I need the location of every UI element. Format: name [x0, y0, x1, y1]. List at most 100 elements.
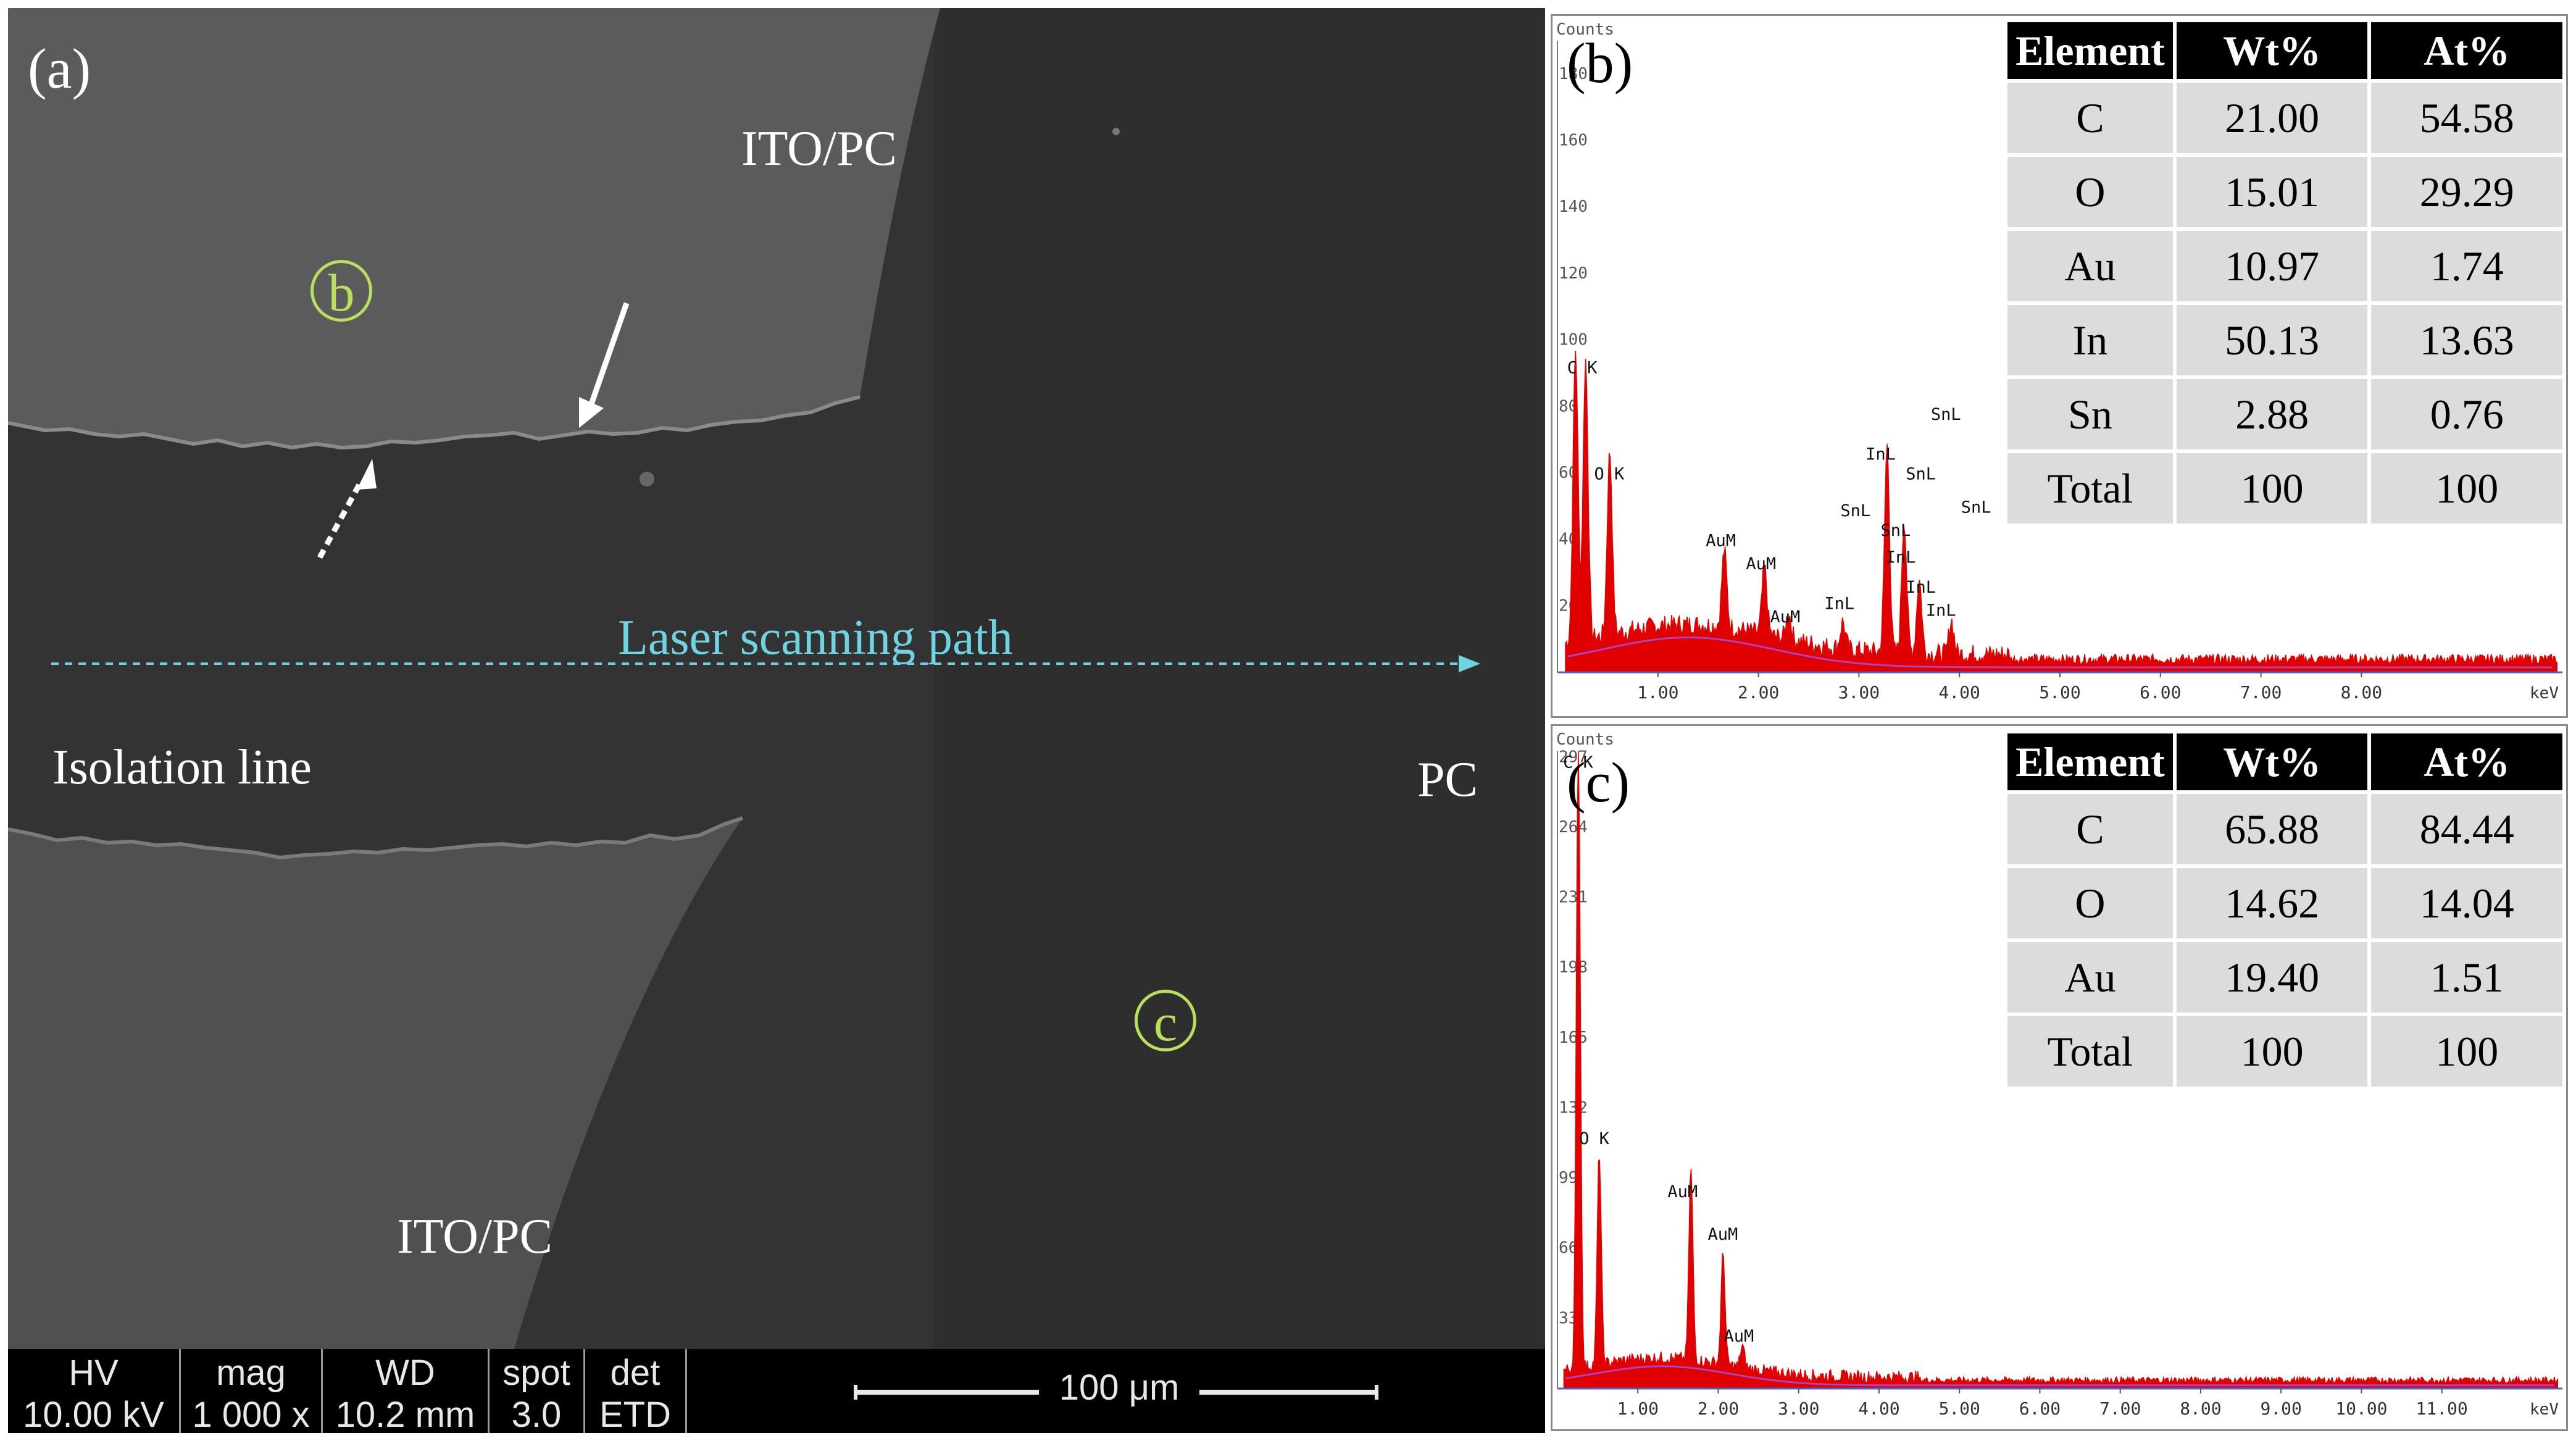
cell-element: C — [2007, 794, 2173, 864]
x-tick-label: 6.00 — [2140, 682, 2181, 703]
cell-element: Total — [2007, 1016, 2173, 1087]
y-tick-label: 198 — [1559, 958, 1588, 977]
cell-element: Au — [2007, 942, 2173, 1013]
x-tick-label: 1.00 — [1617, 1398, 1659, 1419]
peak-label: InL — [1906, 578, 1936, 597]
sem-info-bar: HV 10.00 kV mag 1 000 x WD 10.2 mm spot … — [8, 1349, 1545, 1433]
pc-right-region — [934, 8, 1545, 1349]
cell-wt: 14.62 — [2176, 868, 2368, 938]
peak-label: AuM — [1724, 1327, 1754, 1346]
scale-bar-left-tick — [854, 1385, 857, 1400]
det-label: det — [610, 1353, 661, 1393]
cell-at: 13.63 — [2371, 305, 2562, 375]
peak-label: O K — [1579, 1129, 1610, 1148]
spectrum-area — [1563, 750, 2559, 1389]
ito-top-region — [8, 8, 940, 448]
cell-at: 1.74 — [2371, 231, 2562, 301]
table-row: In 50.13 13.63 — [2007, 305, 2562, 375]
x-tick-label: 2.00 — [1738, 682, 1779, 703]
solid-arrow-head — [579, 397, 604, 428]
panel-b-label: (b) — [1567, 31, 1633, 94]
wd-label: WD — [375, 1353, 435, 1393]
scale-bar-right-tick — [1375, 1385, 1378, 1400]
cell-wt: 65.88 — [2176, 794, 2368, 864]
x-tick-label: 5.00 — [2039, 682, 2080, 703]
pc-label: PC — [1417, 753, 1478, 807]
x-tick-label: 5.00 — [1938, 1398, 1980, 1419]
eds-panel-b: 20 40 60 80 100 120 140 160 180 Counts 1.00 2.00 3.0… — [1551, 14, 2568, 718]
peak-label: AuM — [1746, 554, 1776, 574]
hv-value: 10.00 kV — [23, 1395, 164, 1435]
x-tick-label: 9.00 — [2260, 1398, 2301, 1419]
y-tick-label: 132 — [1559, 1098, 1588, 1117]
y-axis-title: Counts — [1556, 20, 1614, 39]
peak-label: SnL — [1931, 405, 1961, 424]
cell-element: Sn — [2007, 379, 2173, 449]
x-tick-label: 6.00 — [2019, 1398, 2061, 1419]
table-row: O 15.01 29.29 — [2007, 157, 2562, 227]
header-at: At% — [2371, 733, 2562, 790]
x-tick-label: 7.00 — [2099, 1398, 2141, 1419]
x-tick-label: 1.00 — [1637, 682, 1678, 703]
peak-label: SnL — [1881, 521, 1911, 540]
peak-label: O K — [1594, 465, 1625, 484]
table-row: Sn 2.88 0.76 — [2007, 379, 2562, 449]
header-wt: Wt% — [2176, 733, 2368, 790]
cell-wt: 50.13 — [2176, 305, 2368, 375]
hv-label: HV — [69, 1353, 119, 1393]
wd-column: WD 10.2 mm — [323, 1349, 490, 1433]
mag-value: 1 000 x — [192, 1395, 310, 1435]
header-element: Element — [2007, 733, 2173, 790]
table-row: Au 19.40 1.51 — [2007, 942, 2562, 1013]
scale-bar: 100 μm — [854, 1366, 1378, 1416]
cell-element: Au — [2007, 231, 2173, 301]
x-tick-label: 10.00 — [2335, 1398, 2387, 1419]
solid-arrow — [586, 302, 630, 411]
peak-label: InL — [1926, 601, 1956, 620]
ito-top-edge — [8, 395, 861, 450]
cell-wt: 21.00 — [2176, 83, 2368, 153]
cell-at: 0.76 — [2371, 379, 2562, 449]
y-tick-label: 140 — [1559, 198, 1588, 216]
table-row: Au 10.97 1.74 — [2007, 231, 2562, 301]
spectrum-area — [1565, 350, 2558, 673]
cell-element: O — [2007, 157, 2173, 227]
cell-wt: 15.01 — [2176, 157, 2368, 227]
peak-label: AuM — [1708, 1225, 1738, 1244]
peak-label: InL — [1824, 595, 1854, 614]
hv-column: HV 10.00 kV — [8, 1349, 181, 1433]
dotted-arrow-head — [357, 459, 377, 490]
y-tick-label: 120 — [1559, 264, 1588, 283]
peak-label: SnL — [1906, 465, 1936, 484]
cell-at: 100 — [2371, 1016, 2562, 1087]
cell-at: 14.04 — [2371, 868, 2562, 938]
spot-value: 3.0 — [511, 1395, 562, 1435]
cell-wt: 19.40 — [2176, 942, 2368, 1013]
det-value: ETD — [599, 1395, 671, 1435]
scale-bar-left-line — [854, 1390, 1039, 1395]
y-tick-label: 297 — [1559, 748, 1588, 766]
eds-c-table: Element Wt% At% C 65.88 84.44 O 14.62 14… — [2004, 730, 2566, 1090]
y-axis-title: Counts — [1556, 730, 1614, 749]
cell-at: 1.51 — [2371, 942, 2562, 1013]
peak-label: SnL — [1840, 501, 1870, 520]
laser-path-label: Laser scanning path — [618, 611, 1013, 665]
panel-a-label: (a) — [28, 37, 91, 100]
peak-label: InL — [1865, 445, 1896, 464]
table-row: Total 100 100 — [2007, 453, 2562, 524]
mag-label: mag — [216, 1353, 286, 1393]
laser-path-arrowhead — [1459, 655, 1480, 672]
x-tick-label: 8.00 — [2180, 1398, 2221, 1419]
mag-column: mag 1 000 x — [181, 1349, 323, 1433]
spot-column: spot 3.0 — [490, 1349, 585, 1433]
y-tick-label: 231 — [1559, 888, 1588, 907]
x-tick-label: 11.00 — [2416, 1398, 2467, 1419]
cell-element: C — [2007, 83, 2173, 153]
det-column: det ETD — [585, 1349, 687, 1433]
y-tick-label: 180 — [1559, 65, 1588, 83]
table-header-row: Element Wt% At% — [2007, 22, 2562, 79]
wd-value: 10.2 mm — [335, 1395, 475, 1435]
cell-element: In — [2007, 305, 2173, 375]
cell-wt: 10.97 — [2176, 231, 2368, 301]
